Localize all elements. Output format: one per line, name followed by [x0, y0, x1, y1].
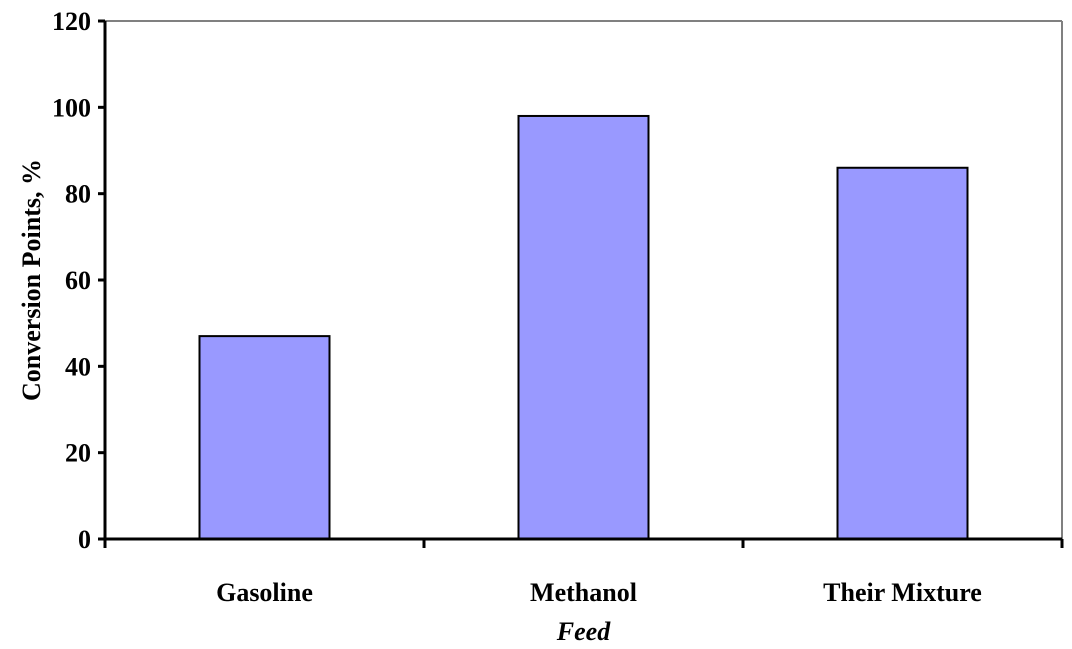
- y-tick-label: 120: [52, 7, 91, 36]
- y-tick-label: 60: [65, 266, 91, 295]
- bar-methanol: [517, 114, 650, 540]
- y-tick-label: 100: [52, 93, 91, 122]
- x-axis-title: Feed: [556, 617, 611, 646]
- bar-their-mixture: [836, 166, 969, 540]
- y-tick-labels: 0 20 40 60 80 100 120: [52, 7, 91, 554]
- x-tick-label: Methanol: [530, 578, 637, 607]
- y-tick-label: 80: [65, 180, 91, 209]
- bar-gasoline: [198, 335, 331, 540]
- y-axis-title: Conversion Points, %: [17, 159, 46, 401]
- x-tick-label: Their Mixture: [823, 578, 982, 607]
- plot-frame: [105, 20, 1063, 539]
- x-tick-label: Gasoline: [216, 578, 313, 607]
- x-tick-labels: Gasoline Methanol Their Mixture: [216, 578, 982, 607]
- y-tick-label: 0: [78, 525, 91, 554]
- x-axis: [103, 537, 1064, 548]
- y-tick-label: 20: [65, 439, 91, 468]
- y-tick-label: 40: [65, 352, 91, 381]
- y-axis: [98, 19, 107, 541]
- bars-group: [198, 114, 969, 540]
